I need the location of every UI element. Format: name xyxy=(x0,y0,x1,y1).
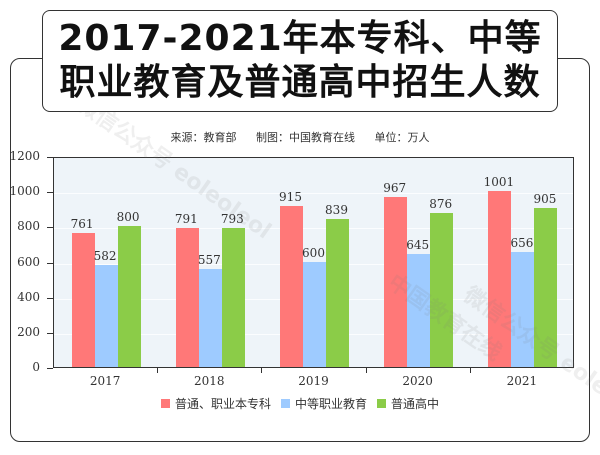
x-tick-label: 2020 xyxy=(402,374,433,388)
bar xyxy=(303,261,326,367)
bar-value-label: 645 xyxy=(406,237,430,252)
title-box: 2017-2021年本专科、中等 职业教育及普通高中招生人数 xyxy=(42,10,558,112)
bar-value-label: 582 xyxy=(93,248,117,263)
y-tick-mark xyxy=(47,332,53,334)
x-tick-label: 2021 xyxy=(506,374,538,388)
plot-area xyxy=(53,157,574,368)
bar xyxy=(430,212,454,367)
source-line: 来源：教育部 制图：中国教育在线 单位：万人 xyxy=(0,129,600,145)
x-tick-label: 2018 xyxy=(194,374,225,388)
bar xyxy=(280,206,303,367)
bar xyxy=(511,251,535,367)
bar xyxy=(94,264,118,367)
y-tick-mark xyxy=(47,227,53,229)
bar-value-label: 793 xyxy=(220,211,244,226)
legend-label: 中等职业教育 xyxy=(294,397,367,411)
y-tick-mark xyxy=(47,157,53,158)
y-tick-label: 1000 xyxy=(9,184,40,199)
bar xyxy=(71,233,95,367)
x-tick-label: 2017 xyxy=(89,374,121,388)
x-tick-mark xyxy=(261,368,263,373)
source-maker: 制图：中国教育在线 xyxy=(256,131,355,144)
bar xyxy=(198,269,222,367)
bar xyxy=(221,227,245,367)
bar-value-label: 761 xyxy=(70,217,94,232)
bar-value-label: 839 xyxy=(325,203,348,218)
y-tick-label: 1200 xyxy=(9,149,40,163)
y-tick-label: 600 xyxy=(17,254,40,269)
bar-value-label: 600 xyxy=(302,245,325,260)
legend-item: 普通、职业本专科 xyxy=(160,395,271,412)
bar-value-label: 800 xyxy=(116,210,140,225)
bar xyxy=(488,191,512,367)
x-tick-mark xyxy=(469,368,471,373)
legend-label: 普通、职业本专科 xyxy=(174,397,271,411)
bar xyxy=(117,226,141,367)
source-unit: 单位：万人 xyxy=(374,131,430,144)
bar xyxy=(384,196,408,367)
bar-value-label: 905 xyxy=(533,191,557,206)
source-origin: 来源：教育部 xyxy=(170,131,237,144)
legend: 普通、职业本专科 中等职业教育 普通高中 xyxy=(0,395,600,412)
x-tick-mark xyxy=(157,368,159,373)
y-tick-mark xyxy=(47,297,53,299)
x-tick-label: 2019 xyxy=(298,374,329,388)
bar xyxy=(326,219,349,367)
y-tick-label: 800 xyxy=(17,219,40,234)
y-tick-label: 400 xyxy=(17,289,40,304)
x-tick-mark xyxy=(365,368,367,373)
bar-value-label: 876 xyxy=(429,196,453,211)
y-tick-mark xyxy=(47,192,53,194)
y-tick-label: 0 xyxy=(32,360,40,374)
bar xyxy=(175,227,199,367)
chart-title-line1: 2017-2021年本专科、中等 xyxy=(58,18,542,59)
bar-value-label: 915 xyxy=(279,190,302,205)
bar-value-label: 557 xyxy=(197,253,221,268)
legend-swatch-icon xyxy=(280,399,290,408)
legend-label: 普通高中 xyxy=(391,397,440,411)
y-tick-mark xyxy=(47,368,53,369)
legend-swatch-icon xyxy=(377,399,386,408)
bar-value-label: 1001 xyxy=(483,174,515,189)
chart-title-line2: 职业教育及普通高中招生人数 xyxy=(59,62,541,103)
legend-item: 中等职业教育 xyxy=(280,395,367,412)
gridline xyxy=(54,228,573,230)
legend-item: 普通高中 xyxy=(377,395,439,412)
bar xyxy=(534,207,558,367)
bar-value-label: 656 xyxy=(510,235,534,250)
bar-value-label: 967 xyxy=(383,180,407,195)
gridline xyxy=(54,193,573,195)
y-tick-mark xyxy=(47,262,53,264)
y-tick-label: 200 xyxy=(17,324,40,339)
bar xyxy=(407,253,431,367)
bar-value-label: 791 xyxy=(174,211,198,226)
legend-swatch-icon xyxy=(160,399,170,408)
